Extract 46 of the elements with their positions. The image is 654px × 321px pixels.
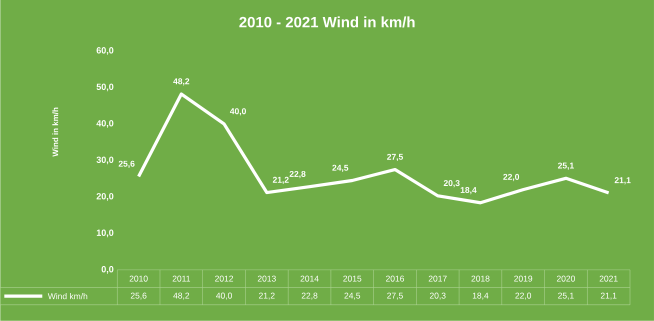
data-label: 21,2 — [258, 292, 275, 300]
data-label: 18,4 — [472, 292, 488, 300]
x-tick-label: 2015 — [343, 276, 362, 282]
text: 20,3 — [444, 180, 460, 188]
data-label: 48,2 — [173, 292, 190, 300]
x-tick-label: 2021 — [600, 276, 618, 282]
y-tick-label: 40,0 — [96, 120, 114, 128]
x-tick-label: 2019 — [514, 276, 532, 282]
y-tick-label: 60,0 — [96, 47, 114, 55]
data-label: 22,0 — [515, 292, 532, 300]
y-tick-label: 50,0 — [96, 84, 114, 92]
data-label: 25,6 — [130, 292, 146, 300]
text: 25,1 — [558, 162, 574, 170]
y-tick-label: 30,0 — [96, 156, 114, 164]
text: 48,2 — [173, 78, 190, 86]
text: 24,5 — [332, 164, 348, 172]
x-tick-label: 2013 — [258, 276, 276, 282]
legend-label: Wind km/h — [48, 293, 88, 300]
text: 22,8 — [290, 171, 306, 178]
data-label: 27,5 — [387, 292, 403, 300]
text: 40,0 — [230, 108, 246, 116]
x-tick-label: 2018 — [471, 276, 490, 282]
x-tick-label: 2016 — [386, 276, 404, 282]
data-label: 21,1 — [600, 292, 616, 300]
data-label: 40,0 — [216, 292, 232, 300]
y-tick-label: 10,0 — [96, 230, 114, 238]
x-tick-label: 2014 — [300, 276, 319, 282]
text: 18,4 — [460, 187, 477, 194]
x-tick-label: 2010 — [130, 276, 148, 282]
x-tick-label: 2012 — [215, 276, 234, 282]
data-label: 22,8 — [302, 292, 318, 300]
y-tick-label: 20,0 — [96, 193, 114, 201]
data-label: 24,5 — [344, 292, 360, 300]
line-series — [137, 92, 610, 204]
y-tick-label: 0,0 — [102, 266, 114, 274]
text: 22,0 — [503, 174, 520, 182]
chart-title: 2010 - 2021 Wind in km/h — [239, 16, 415, 28]
text: 25,6 — [118, 160, 135, 168]
data-label: 20,3 — [430, 292, 446, 300]
x-tick-label: 2020 — [556, 276, 575, 282]
x-tick-label: 2017 — [428, 276, 447, 282]
text: 27,5 — [387, 154, 403, 162]
text: 21,2 — [272, 176, 289, 184]
data-label: 25,1 — [558, 292, 574, 300]
x-tick-label: 2011 — [172, 276, 190, 282]
text: 21,1 — [614, 177, 631, 184]
